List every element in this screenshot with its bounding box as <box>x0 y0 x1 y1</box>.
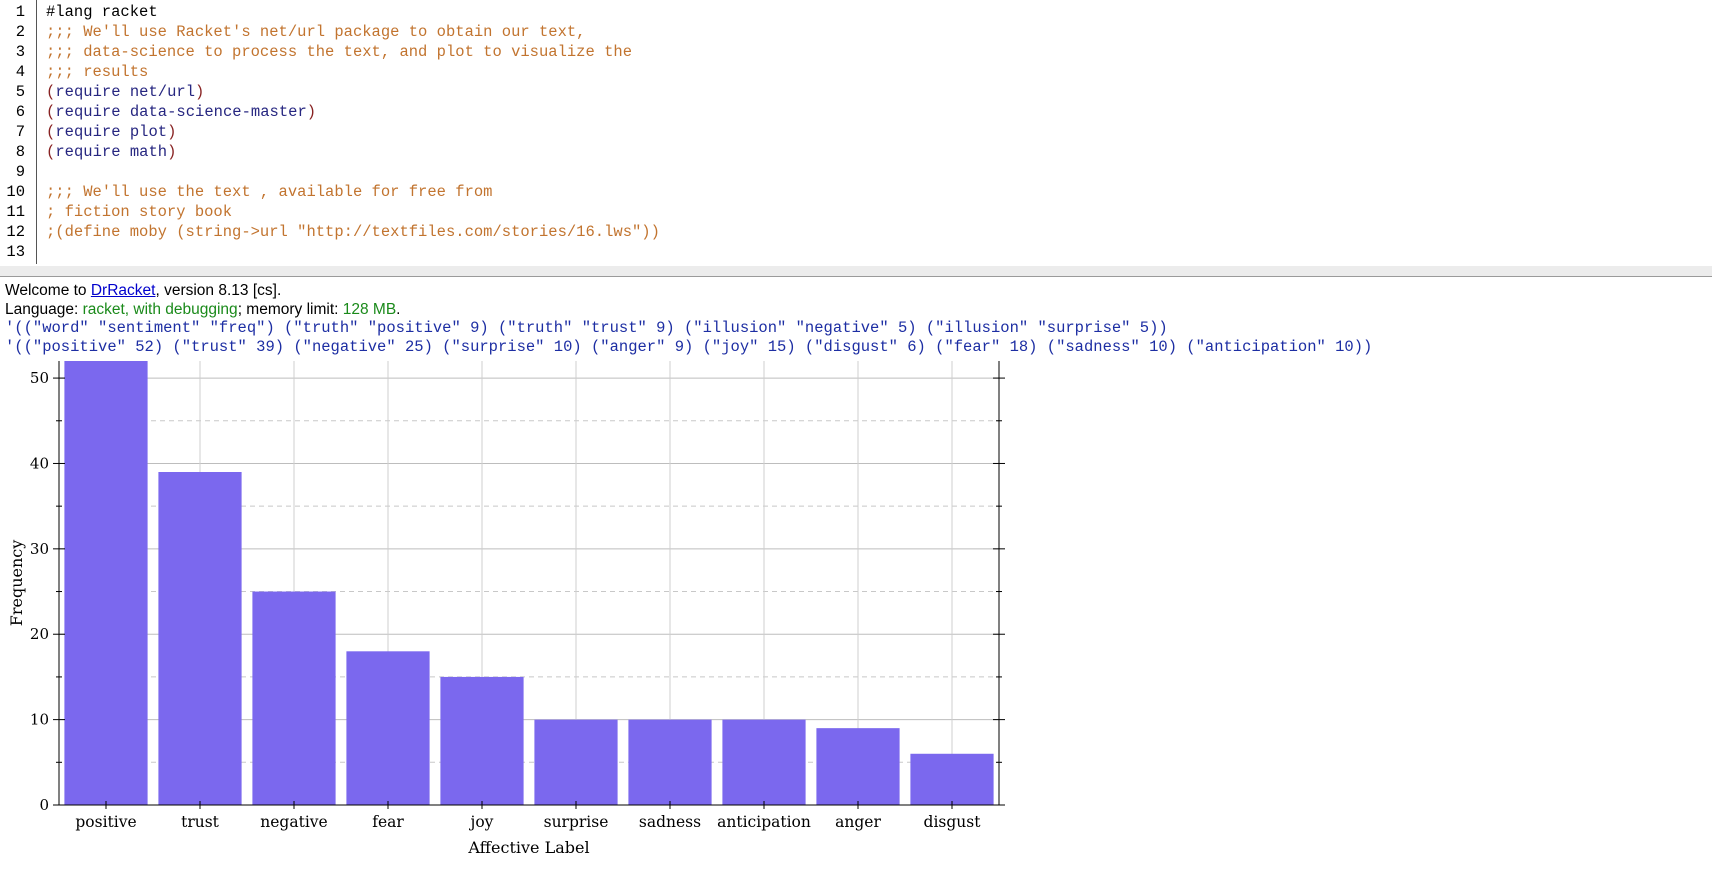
welcome-suffix: , version 8.13 [cs]. <box>155 282 282 299</box>
line-number: 3 <box>15 43 25 61</box>
pane-divider[interactable] <box>0 266 1712 277</box>
line-number: 9 <box>15 163 25 181</box>
line-number: 12 <box>6 223 25 241</box>
x-tick-label-anger: anger <box>835 813 881 831</box>
line-number: 5 <box>15 83 25 101</box>
line-number: 1 <box>15 3 25 21</box>
bar-anger <box>816 728 900 805</box>
line-number-gutter: 1 2 3 4 5 6 7 8 9 10 11 12 13 <box>0 0 37 264</box>
line-number: 11 <box>6 203 25 221</box>
bar-fear <box>346 651 430 805</box>
definitions-editor[interactable]: 1 2 3 4 5 6 7 8 9 10 11 12 13 #lang racket;;; We'll … <box>0 0 1712 266</box>
bar-positive <box>64 361 148 805</box>
code-line[interactable]: (require net/url) <box>46 83 205 101</box>
x-tick-label-anticipation: anticipation <box>717 813 811 831</box>
code-line[interactable]: #lang racket <box>46 3 158 21</box>
code-line[interactable]: ;;; We'll use the text , available for f… <box>46 183 493 201</box>
x-tick-label-joy: joy <box>469 813 494 831</box>
y-tick-label: 20 <box>30 625 49 643</box>
x-tick-label-fear: fear <box>372 813 404 831</box>
x-tick-label-positive: positive <box>75 813 136 831</box>
language-line: Language: racket, with debugging; memory… <box>5 300 400 320</box>
bar-anticipation <box>722 719 806 805</box>
line-number: 13 <box>6 243 25 261</box>
code-line[interactable]: ;;; We'll use Racket's net/url package t… <box>46 23 586 41</box>
language-value: racket, with debugging <box>82 301 238 318</box>
line-number: 2 <box>15 23 25 41</box>
repl-output-word-table: '(("word" "sentiment" "freq") ("truth" "… <box>5 319 1168 337</box>
line-number: 7 <box>15 123 25 141</box>
bar-surprise <box>534 719 618 805</box>
code-line[interactable]: (require math) <box>46 143 177 161</box>
line-number: 8 <box>15 143 25 161</box>
y-tick-label: 0 <box>39 796 49 814</box>
x-tick-label-trust: trust <box>181 813 220 831</box>
bar-disgust <box>910 753 994 805</box>
welcome-line: Welcome to DrRacket, version 8.13 [cs]. <box>5 281 281 301</box>
bar-negative <box>252 591 336 805</box>
welcome-prefix: Welcome to <box>5 282 91 299</box>
line-number: 4 <box>15 63 25 81</box>
code-line[interactable]: (require plot) <box>46 123 177 141</box>
y-tick-label: 30 <box>30 540 49 558</box>
line-number: 6 <box>15 103 25 121</box>
language-prefix: Language: <box>5 301 83 318</box>
code-line[interactable]: ;;; data-science to process the text, an… <box>46 43 632 61</box>
code-line[interactable]: ; fiction story book <box>46 203 233 221</box>
repl-output-sentiment-counts: '(("positive" 52) ("trust" 39) ("negativ… <box>5 338 1373 356</box>
bar-trust <box>158 472 242 805</box>
code-line[interactable]: (require data-science-master) <box>46 103 317 121</box>
drracket-link[interactable]: DrRacket <box>90 282 156 299</box>
x-tick-label-sadness: sadness <box>639 813 701 831</box>
x-tick-label-disgust: disgust <box>924 813 982 831</box>
memory-suffix: . <box>396 301 401 318</box>
x-tick-label-surprise: surprise <box>544 813 609 831</box>
x-axis-label: Affective Label <box>467 838 589 857</box>
code-line[interactable]: ;;; results <box>46 63 149 81</box>
sentiment-bar-chart: 0 10 20 30 40 50 positive trust negative fear joy s… <box>7 361 1005 857</box>
code-line[interactable]: ;(define moby (string->url "http://textf… <box>46 223 660 241</box>
y-tick-label: 10 <box>30 711 49 729</box>
line-number: 10 <box>6 183 25 201</box>
memory-limit-value: 128 MB <box>342 301 397 318</box>
bar-sadness <box>628 719 712 805</box>
y-tick-label: 50 <box>30 369 49 387</box>
bar-joy <box>440 676 524 805</box>
memory-prefix: ; memory limit: <box>237 301 343 318</box>
x-tick-label-negative: negative <box>260 813 327 831</box>
y-axis-label: Frequency <box>7 540 26 627</box>
y-tick-label: 40 <box>30 454 49 472</box>
